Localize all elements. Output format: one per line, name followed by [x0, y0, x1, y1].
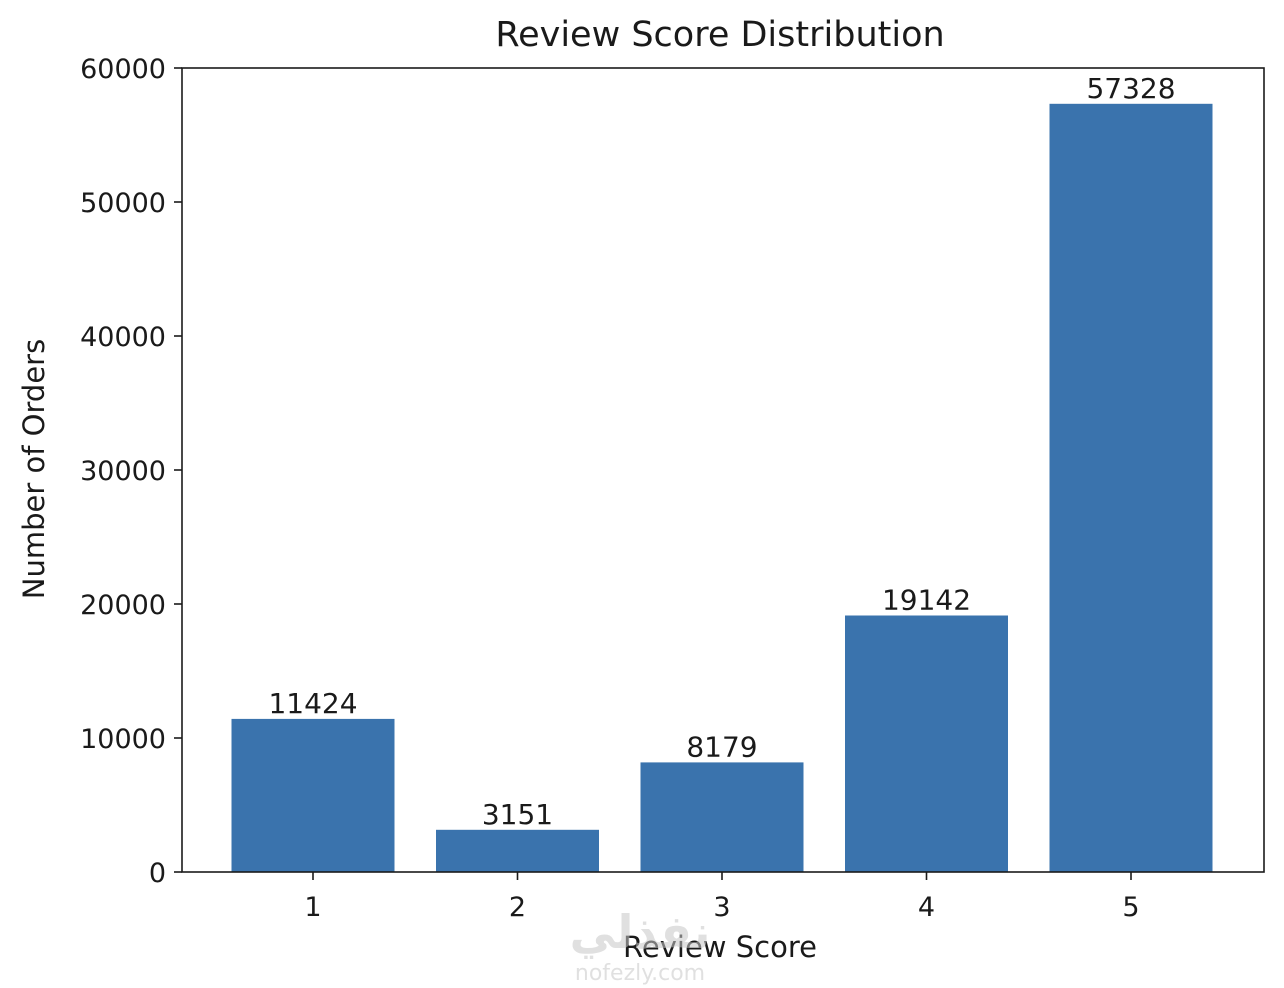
bar-value-label-5: 57328 [1086, 72, 1175, 105]
bar-value-label-3: 8179 [686, 730, 757, 763]
watermark-url: nofezly.com [575, 961, 705, 986]
y-tick-label-10000: 10000 [80, 724, 166, 755]
x-axis-label: Review Score [623, 930, 817, 964]
bar-value-label-4: 19142 [882, 584, 971, 617]
y-axis-ticks: 0 10000 20000 30000 40000 50000 60000 [80, 54, 182, 889]
y-tick-label-50000: 50000 [80, 188, 166, 219]
chart-title: Review Score Distribution [495, 15, 944, 55]
x-tick-label-1: 1 [304, 892, 321, 923]
bar-score-3 [640, 762, 804, 872]
watermark-logo: نفذلي nofezly.com [570, 905, 711, 986]
x-tick-label-3: 3 [713, 892, 730, 923]
y-axis-label: Number of Orders [17, 339, 51, 599]
y-tick-label-30000: 30000 [80, 456, 166, 487]
x-tick-label-2: 2 [509, 892, 526, 923]
watermark-logo-text: نفذلي [570, 905, 711, 959]
bar-value-label-2: 3151 [482, 798, 553, 831]
bar-score-1 [231, 718, 395, 872]
bar-value-label-1: 11424 [268, 687, 357, 720]
plot-frame [181, 67, 1265, 873]
x-axis-ticks: 1 2 3 4 5 [304, 872, 1140, 923]
y-tick-label-60000: 60000 [80, 54, 166, 85]
x-tick-label-5: 5 [1122, 892, 1139, 923]
y-tick-label-20000: 20000 [80, 590, 166, 621]
bar-score-2 [436, 829, 599, 872]
bar-labels-group: 11424 3151 8179 19142 57328 [268, 72, 1175, 831]
y-tick-label-0: 0 [149, 858, 166, 889]
x-tick-label-4: 4 [918, 892, 935, 923]
bar-score-4 [845, 615, 1008, 872]
bars-group [231, 103, 1213, 873]
bar-score-5 [1049, 103, 1213, 873]
y-tick-label-40000: 40000 [80, 322, 166, 353]
